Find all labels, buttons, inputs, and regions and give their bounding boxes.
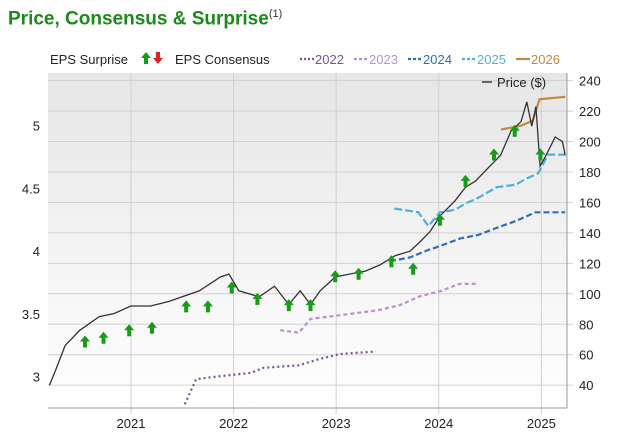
chart-title: Price, Consensus & Surprise(1) xyxy=(8,8,283,30)
consensus-line-2025 xyxy=(394,153,566,228)
surprise-up-arrow-icon xyxy=(509,124,520,137)
right-tick-label: 220 xyxy=(579,104,601,119)
surprise-up-arrow-icon xyxy=(330,270,341,283)
right-tick-label: 100 xyxy=(579,287,601,302)
consensus-line-2022 xyxy=(183,350,376,405)
right-tick-label: 60 xyxy=(579,348,593,363)
surprise-up-arrow-icon xyxy=(353,267,364,280)
surprise-up-arrow-icon xyxy=(460,174,471,187)
legend-price: Price ($) xyxy=(497,75,546,90)
x-tick-label: 2025 xyxy=(527,416,556,431)
legend-label-2024: 2024 xyxy=(423,52,452,67)
surprise-up-arrow-icon xyxy=(147,321,158,334)
surprise-up-arrow-icon xyxy=(181,300,192,313)
x-tick-label: 2024 xyxy=(424,416,453,431)
legend-up-arrow-icon xyxy=(141,52,151,64)
x-tick-label: 2021 xyxy=(117,416,146,431)
legend-label-2025: 2025 xyxy=(477,52,506,67)
surprise-up-arrow-icon xyxy=(283,299,294,312)
left-tick-label: 3.5 xyxy=(22,307,40,322)
right-tick-label: 240 xyxy=(579,74,601,89)
consensus-line-2024 xyxy=(389,211,566,263)
legend-label-2022: 2022 xyxy=(315,52,344,67)
left-tick-label: 4.5 xyxy=(22,181,40,196)
right-tick-label: 160 xyxy=(579,195,601,210)
legend-eps-surprise: EPS Surprise xyxy=(50,52,128,67)
left-tick-label: 3 xyxy=(33,370,40,385)
legend-down-arrow-icon xyxy=(153,52,163,64)
left-tick-label: 5 xyxy=(33,119,40,134)
surprise-up-arrow-icon xyxy=(80,335,91,348)
right-tick-label: 40 xyxy=(579,378,593,393)
surprise-up-arrow-icon xyxy=(434,213,445,226)
right-tick-label: 180 xyxy=(579,165,601,180)
surprise-up-arrow-icon xyxy=(202,300,213,313)
right-tick-label: 140 xyxy=(579,226,601,241)
right-tick-label: 120 xyxy=(579,256,601,271)
right-tick-label: 200 xyxy=(579,135,601,150)
surprise-up-arrow-icon xyxy=(252,292,263,305)
right-tick-label: 80 xyxy=(579,317,593,332)
legend-label-2026: 2026 xyxy=(531,52,560,67)
plot-area xyxy=(48,73,567,408)
price-line xyxy=(48,101,566,386)
surprise-up-arrow-icon xyxy=(305,299,316,312)
surprise-up-arrow-icon xyxy=(535,148,546,161)
surprise-up-arrow-icon xyxy=(386,255,397,268)
x-tick-label: 2023 xyxy=(322,416,351,431)
surprise-up-arrow-icon xyxy=(226,281,237,294)
surprise-up-arrow-icon xyxy=(98,331,109,344)
legend-eps-consensus: EPS Consensus xyxy=(175,52,270,67)
legend-label-2023: 2023 xyxy=(369,52,398,67)
surprise-up-arrow-icon xyxy=(488,148,499,161)
surprise-up-arrow-icon xyxy=(408,262,419,275)
left-tick-label: 4 xyxy=(33,244,40,259)
surprise-up-arrow-icon xyxy=(124,324,135,337)
x-tick-label: 2022 xyxy=(219,416,248,431)
